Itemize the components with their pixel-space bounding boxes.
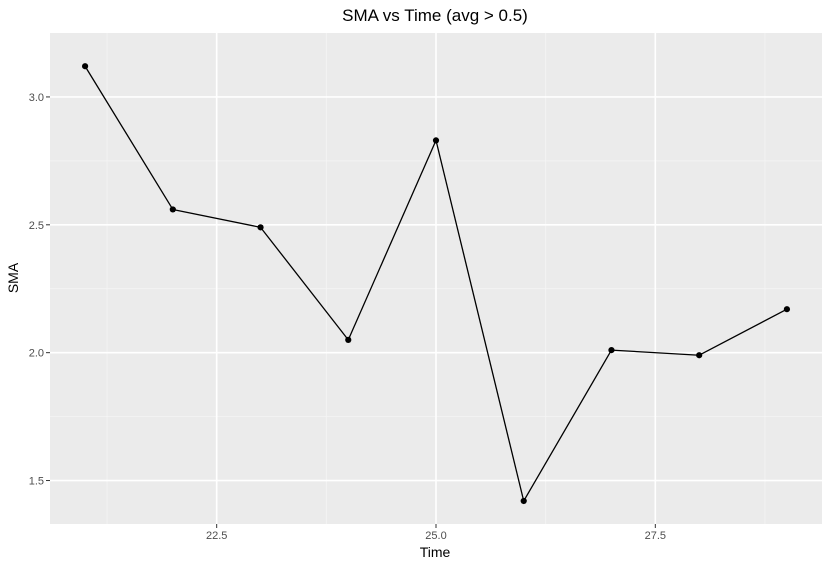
y-tick-label: 1.5 (29, 476, 44, 488)
line-segment (260, 226, 349, 341)
y-tick-label: 3.0 (29, 92, 44, 104)
data-point (257, 224, 264, 231)
data-point (783, 306, 791, 313)
x-tick-label: 27.5 (645, 530, 666, 542)
data-point (520, 497, 527, 505)
y-tick-label: 2.0 (29, 348, 44, 360)
chart-title: SMA vs Time (avg > 0.5) (342, 6, 528, 25)
x-tick-label: 25.0 (425, 530, 446, 542)
major-grid (50, 33, 822, 524)
line-segment (172, 208, 261, 228)
line-segment (698, 308, 788, 356)
line-segment (523, 349, 613, 502)
x-axis-title: Time (420, 544, 451, 560)
line-segment (347, 140, 437, 341)
data-point (81, 63, 89, 70)
line-segment (611, 349, 700, 356)
y-tick-label: 2.5 (29, 220, 44, 232)
data-point (432, 137, 440, 144)
line-segment (435, 140, 525, 502)
data-point (608, 347, 615, 354)
line-segment (84, 65, 174, 210)
y-axis-title: SMA (5, 262, 21, 293)
series-layer (81, 63, 791, 505)
axis-layer: 22.5 25.0 27.5 1.5 2.0 2.5 3.0 (29, 92, 666, 542)
data-point (169, 206, 176, 213)
x-tick-label: 22.5 (206, 530, 227, 542)
data-point (696, 352, 703, 359)
data-point (345, 336, 352, 343)
